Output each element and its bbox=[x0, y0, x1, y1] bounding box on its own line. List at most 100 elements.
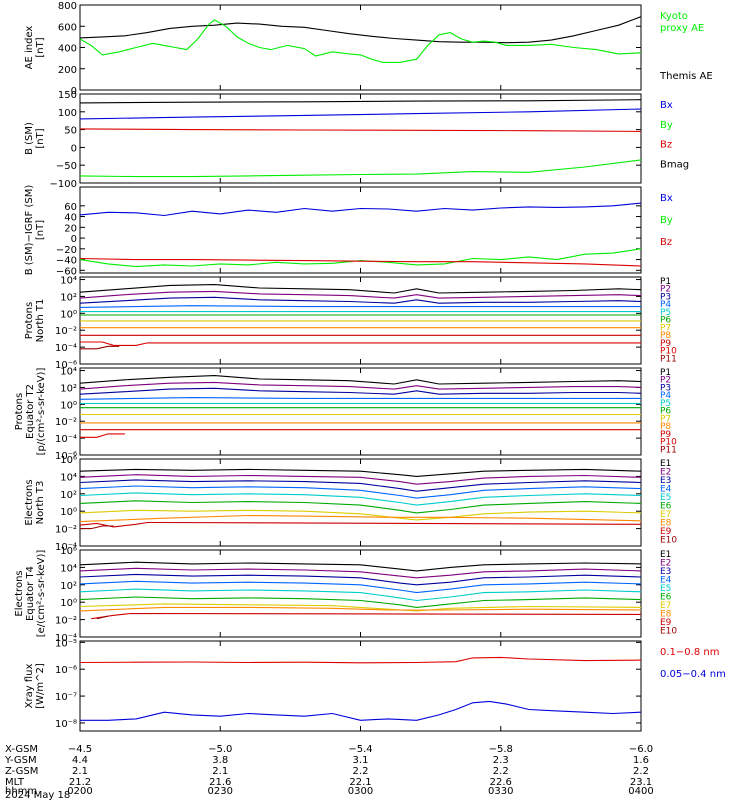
y-axis-label: North T3 bbox=[35, 481, 46, 525]
series-line-e3 bbox=[80, 573, 641, 586]
ephemeris-value: 21.2 bbox=[69, 777, 91, 788]
legend-entry: P2 bbox=[660, 285, 671, 295]
ephemeris-value: 22.6 bbox=[490, 777, 512, 788]
ephemeris-row-label: X-GSM bbox=[5, 744, 38, 755]
y-tick-label: 10⁰ bbox=[60, 507, 77, 518]
series-line-e5 bbox=[80, 588, 641, 602]
y-tick-label: −40 bbox=[56, 256, 77, 267]
legend-entry: E10 bbox=[660, 627, 677, 637]
series-line-p10 bbox=[80, 341, 641, 346]
legend-entry: P10 bbox=[660, 438, 677, 448]
series-line-e6 bbox=[80, 596, 641, 608]
legend-entry: E3 bbox=[660, 476, 671, 486]
series-group bbox=[80, 284, 641, 350]
series-line-bz bbox=[80, 257, 641, 267]
series-group bbox=[80, 656, 641, 721]
panel-frame bbox=[79, 4, 642, 91]
y-axis-label: [e/(cm²-s-sr-keV)] bbox=[36, 550, 47, 638]
ephemeris-value: 21.6 bbox=[209, 777, 231, 788]
legend-entry: P3 bbox=[660, 383, 671, 393]
y-tick-label: 200 bbox=[58, 65, 77, 76]
legend-entry: E9 bbox=[660, 618, 672, 628]
panel-frame bbox=[79, 640, 642, 732]
series-line-e7 bbox=[80, 603, 641, 612]
ephemeris-value: 4.4 bbox=[72, 755, 88, 766]
series-line-p4 bbox=[80, 305, 641, 308]
y-tick-label: 10⁴ bbox=[60, 276, 77, 287]
legend-entry: P7 bbox=[660, 414, 671, 424]
y-axis-label: [nT] bbox=[35, 37, 46, 57]
series-line-e8 bbox=[80, 606, 641, 612]
y-axis-label: Xray flux bbox=[24, 664, 35, 709]
series-line-bx bbox=[80, 202, 641, 217]
legend-entry: P11 bbox=[660, 354, 677, 364]
series-line-e2 bbox=[80, 567, 641, 579]
y-axis-label: [nT] bbox=[35, 128, 46, 148]
series-line-p11 bbox=[80, 345, 120, 350]
legend-entry: Bx bbox=[660, 100, 673, 111]
y-axis-label: AE index bbox=[24, 26, 35, 70]
legend-entry: By bbox=[660, 120, 673, 131]
series-group bbox=[80, 375, 641, 438]
series-group bbox=[80, 468, 641, 530]
series-line-p10 bbox=[80, 433, 125, 438]
ephemeris-value: 2.1 bbox=[212, 766, 228, 777]
y-axis-label: North T1 bbox=[35, 299, 46, 343]
legend-entry: E2 bbox=[660, 559, 671, 569]
legend-entry: E6 bbox=[660, 502, 672, 512]
y-tick-label: 10⁰ bbox=[60, 598, 77, 609]
legend: Bx By Bz Bmag bbox=[660, 100, 689, 170]
y-axis-label: Equator T2 bbox=[25, 384, 36, 439]
series-line-by bbox=[80, 248, 641, 268]
ephemeris-value: 2.2 bbox=[633, 766, 649, 777]
legend-entry: P1 bbox=[660, 368, 671, 378]
legend-entry: P4 bbox=[660, 391, 671, 401]
y-tick-label: 10⁻⁵ bbox=[55, 638, 77, 649]
ephemeris-value: 0230 bbox=[208, 786, 233, 797]
y-tick-label: 10⁻⁸ bbox=[55, 719, 77, 730]
ephemeris-value: 2.2 bbox=[493, 766, 509, 777]
legend-entry: P8 bbox=[660, 331, 671, 341]
legend-entry: P5 bbox=[660, 308, 671, 318]
series-line-p2 bbox=[80, 290, 641, 299]
series-group bbox=[80, 16, 641, 63]
y-tick-label: 10⁻⁶ bbox=[55, 665, 77, 676]
y-tick-label: 40 bbox=[64, 213, 77, 224]
y-tick-label: 400 bbox=[58, 44, 77, 55]
ephemeris-value: −5.4 bbox=[348, 744, 372, 755]
series-line-e1 bbox=[80, 561, 641, 572]
series-line-e6 bbox=[80, 500, 641, 514]
y-tick-label: 0 bbox=[71, 86, 77, 97]
legend-entry: P11 bbox=[660, 445, 677, 455]
series-line-e4 bbox=[80, 580, 641, 594]
legend-entry: P5 bbox=[660, 399, 671, 409]
legend-entry: E5 bbox=[660, 584, 671, 594]
legend-entry: Bz bbox=[660, 140, 672, 151]
legend-entry: P10 bbox=[660, 347, 677, 357]
ephemeris-value: 2.3 bbox=[493, 755, 509, 766]
ephemeris-value: 22.1 bbox=[349, 777, 371, 788]
y-tick-label: 10⁻² bbox=[55, 616, 77, 627]
y-tick-label: 50 bbox=[64, 126, 77, 137]
legend-entry: Themis AE bbox=[659, 71, 713, 82]
series-line-e1 bbox=[80, 468, 641, 477]
series-line-bz bbox=[80, 128, 641, 132]
series-line-bmag bbox=[80, 99, 641, 104]
series-line-p2 bbox=[80, 381, 641, 390]
series-line-bx bbox=[80, 108, 641, 120]
series-line-p1 bbox=[80, 284, 641, 294]
y-tick-label: 100 bbox=[58, 108, 77, 119]
series-line-kyoto-proxy-ae bbox=[80, 19, 641, 63]
y-axis-label: [W/m^2] bbox=[35, 663, 46, 709]
series-line-e4 bbox=[80, 485, 641, 499]
legend-entry: P9 bbox=[660, 430, 671, 440]
y-tick-label: −60 bbox=[56, 266, 77, 277]
series-line-e9 bbox=[80, 521, 641, 528]
legend: 0.1−0.8 nm 0.05−0.4 nm bbox=[660, 647, 726, 680]
y-axis-label: Protons bbox=[14, 393, 25, 430]
legend-entry: Kyoto bbox=[660, 11, 688, 22]
series-line-themis-ae bbox=[80, 16, 641, 44]
y-tick-label: 10⁶ bbox=[60, 455, 77, 466]
